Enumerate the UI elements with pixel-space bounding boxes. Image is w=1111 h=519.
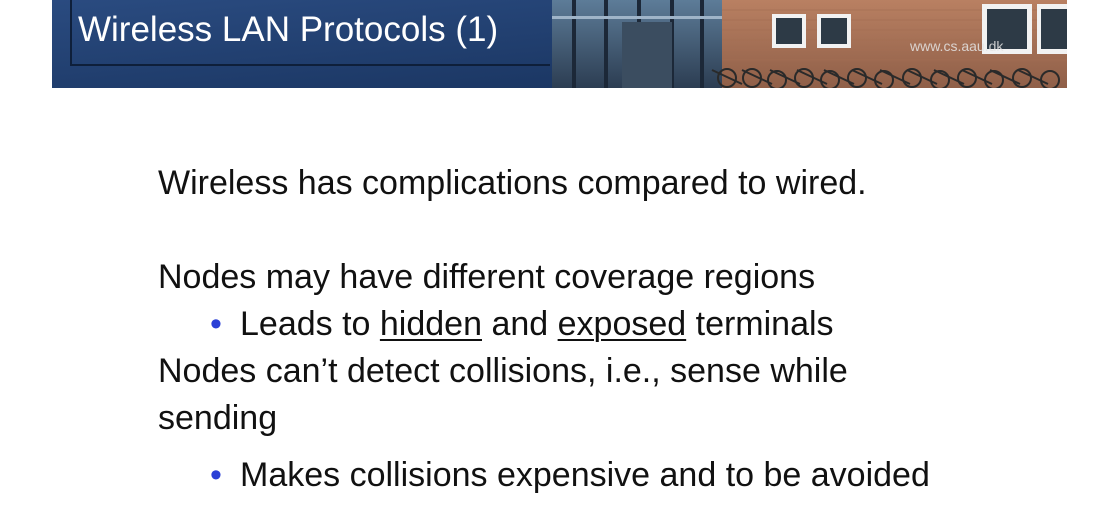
building-photo	[52, 0, 1067, 88]
slide-title: Wireless LAN Protocols (1)	[78, 10, 499, 49]
bullet-item: • Makes collisions expensive and to be av…	[158, 452, 1058, 499]
bullet-item: • Leads to hidden and exposed terminals	[158, 301, 1058, 348]
bullet-icon: •	[210, 456, 222, 494]
header-banner: Wireless LAN Protocols (1) www.cs.aau.dk	[52, 0, 1067, 88]
underlined-term-hidden: hidden	[379, 305, 482, 343]
underlined-term-exposed: exposed	[557, 305, 687, 343]
spacer	[158, 207, 1058, 254]
text-line: Wireless has complications compared to w…	[158, 164, 867, 202]
bullet-text: terminals	[686, 305, 834, 343]
bullet-text: Leads to	[240, 305, 380, 343]
watermark-url: www.cs.aau.dk	[910, 38, 1004, 54]
bullet-text: and	[482, 305, 558, 343]
text-line: Nodes may have different coverage region…	[158, 258, 816, 296]
slide-content: Wireless has complications compared to w…	[158, 160, 1058, 499]
text-line: sending	[158, 399, 278, 437]
bullet-text: Makes collisions expensive and to be avo…	[240, 456, 930, 494]
text-line: Nodes can’t detect collisions, i.e., sen…	[158, 352, 848, 390]
bullet-icon: •	[210, 305, 222, 343]
